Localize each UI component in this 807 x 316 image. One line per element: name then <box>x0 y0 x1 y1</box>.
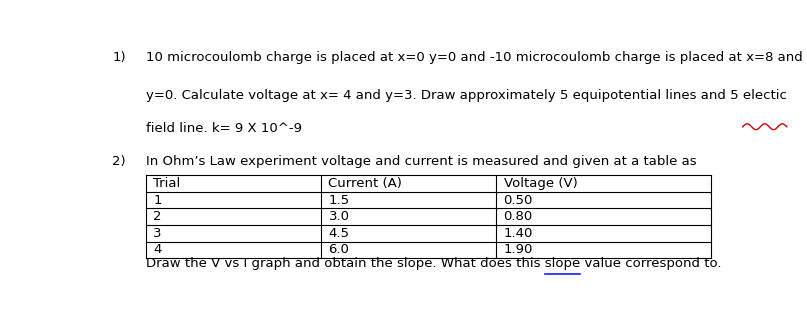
Text: 0.80: 0.80 <box>504 210 533 223</box>
Text: Current (A): Current (A) <box>328 177 403 190</box>
Text: 1.90: 1.90 <box>504 243 533 256</box>
Text: In Ohm’s Law experiment voltage and current is measured and given at a table as: In Ohm’s Law experiment voltage and curr… <box>146 155 696 168</box>
Text: Trial: Trial <box>153 177 181 190</box>
Text: 2: 2 <box>153 210 162 223</box>
Text: 1.40: 1.40 <box>504 227 533 240</box>
Text: y=0. Calculate voltage at x= 4 and y=3. Draw approximately 5 equipotential lines: y=0. Calculate voltage at x= 4 and y=3. … <box>146 89 787 102</box>
Text: 2): 2) <box>112 155 126 168</box>
Text: 3.0: 3.0 <box>328 210 349 223</box>
Text: 6.0: 6.0 <box>328 243 349 256</box>
Text: Draw the V vs I graph and obtain the slope. What does this slope value correspon: Draw the V vs I graph and obtain the slo… <box>146 257 721 270</box>
Text: 4.5: 4.5 <box>328 227 349 240</box>
Text: field line. k= 9 X 10^-9: field line. k= 9 X 10^-9 <box>146 122 302 135</box>
Text: 1: 1 <box>153 194 162 207</box>
Text: 1.5: 1.5 <box>328 194 349 207</box>
Text: 0.50: 0.50 <box>504 194 533 207</box>
Text: 1): 1) <box>112 51 126 64</box>
Text: Voltage (V): Voltage (V) <box>504 177 577 190</box>
Text: 10 microcoulomb charge is placed at x=0 y=0 and -10 microcoulomb charge is place: 10 microcoulomb charge is placed at x=0 … <box>146 51 803 64</box>
Text: 3: 3 <box>153 227 162 240</box>
Text: 4: 4 <box>153 243 161 256</box>
